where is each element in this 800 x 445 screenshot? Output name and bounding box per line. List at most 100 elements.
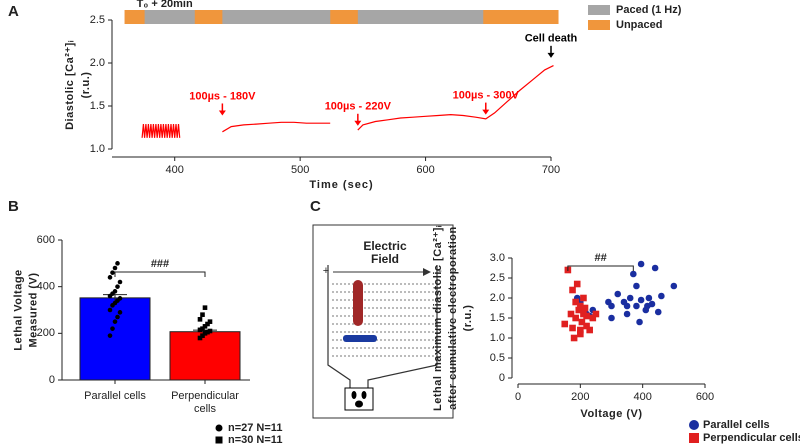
data-point bbox=[586, 326, 593, 334]
annotation-arrow-head bbox=[354, 120, 362, 126]
data-point bbox=[107, 307, 113, 313]
data-point bbox=[200, 333, 205, 338]
icon-dot bbox=[361, 391, 367, 399]
annotation: 100µs - 300V bbox=[453, 90, 520, 102]
electrode-minus: - bbox=[438, 265, 442, 277]
bar bbox=[169, 331, 241, 381]
data-point bbox=[670, 282, 678, 290]
parallel-cell bbox=[343, 335, 377, 342]
data-point bbox=[205, 329, 210, 335]
data-point bbox=[580, 294, 587, 302]
trace bbox=[141, 65, 554, 138]
data-point bbox=[575, 306, 583, 314]
data-point bbox=[115, 284, 120, 289]
x-tick-label: 400 bbox=[166, 164, 184, 176]
legend-label: Perpendicular cells bbox=[703, 432, 800, 444]
panel-label: B bbox=[8, 198, 19, 215]
data-point bbox=[614, 290, 622, 298]
data-point bbox=[626, 294, 634, 302]
data-point bbox=[608, 314, 615, 322]
data-point bbox=[648, 300, 656, 308]
data-point bbox=[633, 282, 640, 290]
data-point bbox=[110, 270, 115, 275]
annotation-arrow-head bbox=[547, 52, 555, 58]
perpendicular-cell bbox=[353, 280, 363, 326]
data-point bbox=[117, 310, 123, 315]
data-point bbox=[592, 310, 600, 318]
data-point bbox=[608, 302, 615, 310]
y-tick-label: 2.0 bbox=[90, 57, 105, 69]
data-point bbox=[583, 322, 590, 330]
data-point bbox=[572, 314, 579, 322]
data-point bbox=[569, 324, 576, 332]
significance-bracket bbox=[114, 271, 206, 277]
data-point bbox=[202, 331, 208, 336]
panel-label: C bbox=[310, 198, 321, 215]
y-axis-label: Diastolic [Ca²⁺]ᵢ bbox=[64, 40, 76, 130]
data-point bbox=[573, 280, 581, 288]
data-point bbox=[583, 312, 590, 320]
pacing-band bbox=[222, 10, 331, 24]
data-point bbox=[577, 326, 584, 334]
data-point bbox=[658, 292, 665, 300]
annotation: 100µs - 220V bbox=[325, 101, 392, 113]
y-tick-label: 2.0 bbox=[490, 292, 505, 304]
data-point bbox=[115, 314, 120, 320]
data-point bbox=[630, 270, 637, 278]
data-point bbox=[117, 279, 123, 285]
field-lines bbox=[332, 283, 434, 357]
data-point bbox=[589, 314, 597, 322]
icon-dot bbox=[351, 391, 357, 399]
data-point bbox=[112, 289, 118, 294]
y-tick-label: 2.5 bbox=[490, 272, 505, 284]
legend-marker bbox=[689, 420, 699, 430]
y-tick-label: 0 bbox=[499, 372, 505, 384]
data-point bbox=[115, 261, 120, 266]
y-tick-label: 1.5 bbox=[490, 312, 505, 324]
electrode-plus: + bbox=[323, 265, 329, 277]
legend-label: Parallel cells bbox=[703, 419, 770, 431]
data-point bbox=[197, 335, 203, 341]
x-tick-label: 0 bbox=[515, 391, 521, 403]
legend-label: n=27 N=11 bbox=[228, 422, 282, 434]
data-point bbox=[567, 310, 575, 318]
data-point bbox=[636, 318, 643, 326]
data-point bbox=[197, 327, 203, 333]
y-axis-label: Lethal maximum diastolic [Ca²⁺]ᵢ bbox=[432, 225, 444, 411]
x-tick-label: Perpendicular cells bbox=[171, 390, 239, 415]
x-tick-label: 500 bbox=[291, 164, 309, 176]
icon-dot bbox=[355, 400, 363, 408]
legend-marker bbox=[215, 424, 223, 432]
data-point bbox=[112, 319, 118, 324]
y-axis-label: Measured (V) bbox=[27, 272, 39, 347]
y-tick-label: 600 bbox=[37, 234, 55, 246]
legend-swatch bbox=[588, 20, 610, 30]
y-tick-label: 2.5 bbox=[90, 14, 105, 26]
data-point bbox=[107, 275, 113, 280]
data-point bbox=[645, 294, 653, 302]
significance-label: ## bbox=[594, 252, 606, 264]
data-point bbox=[623, 310, 631, 318]
data-point bbox=[117, 296, 123, 301]
data-point bbox=[637, 260, 645, 268]
y-tick-label: 0.5 bbox=[490, 352, 505, 364]
data-point bbox=[633, 302, 640, 310]
data-point bbox=[578, 318, 586, 326]
legend-label: Unpaced bbox=[616, 19, 662, 31]
data-point bbox=[577, 330, 584, 338]
x-axis-label: Time (sec) bbox=[309, 179, 373, 191]
y-axis-label: (r.u.) bbox=[462, 305, 474, 332]
electrode-diagram: + - bbox=[312, 224, 454, 419]
x-tick-label: 600 bbox=[416, 164, 434, 176]
data-point bbox=[207, 319, 213, 324]
y-axis-label: Lethal Voltage bbox=[12, 269, 24, 350]
panel-label: A bbox=[8, 3, 19, 20]
x-tick-label: 400 bbox=[633, 391, 651, 403]
x-tick-label: Parallel cells bbox=[84, 390, 146, 402]
data-point bbox=[197, 317, 203, 322]
data-point bbox=[654, 308, 662, 316]
legend-label: n=30 N=11 bbox=[228, 434, 282, 445]
annotation-arrow-head bbox=[218, 110, 226, 116]
